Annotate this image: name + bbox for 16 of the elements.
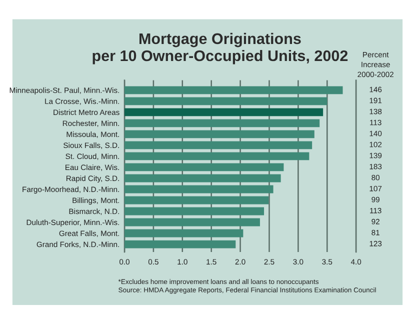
bar (124, 218, 260, 226)
chart-title: Mortgage Originations per 10 Owner-Occupied Units, 2002 (92, 32, 348, 64)
bar (124, 207, 264, 216)
bar (124, 240, 236, 248)
bar (124, 108, 324, 116)
bar (124, 229, 244, 238)
bar (124, 185, 274, 194)
bar (124, 152, 310, 160)
bar (124, 163, 284, 172)
bar (124, 97, 328, 106)
bar (124, 196, 269, 204)
bar (124, 141, 312, 150)
bar (124, 174, 281, 182)
bar (124, 130, 314, 138)
bar (124, 119, 320, 128)
bar (124, 86, 343, 94)
